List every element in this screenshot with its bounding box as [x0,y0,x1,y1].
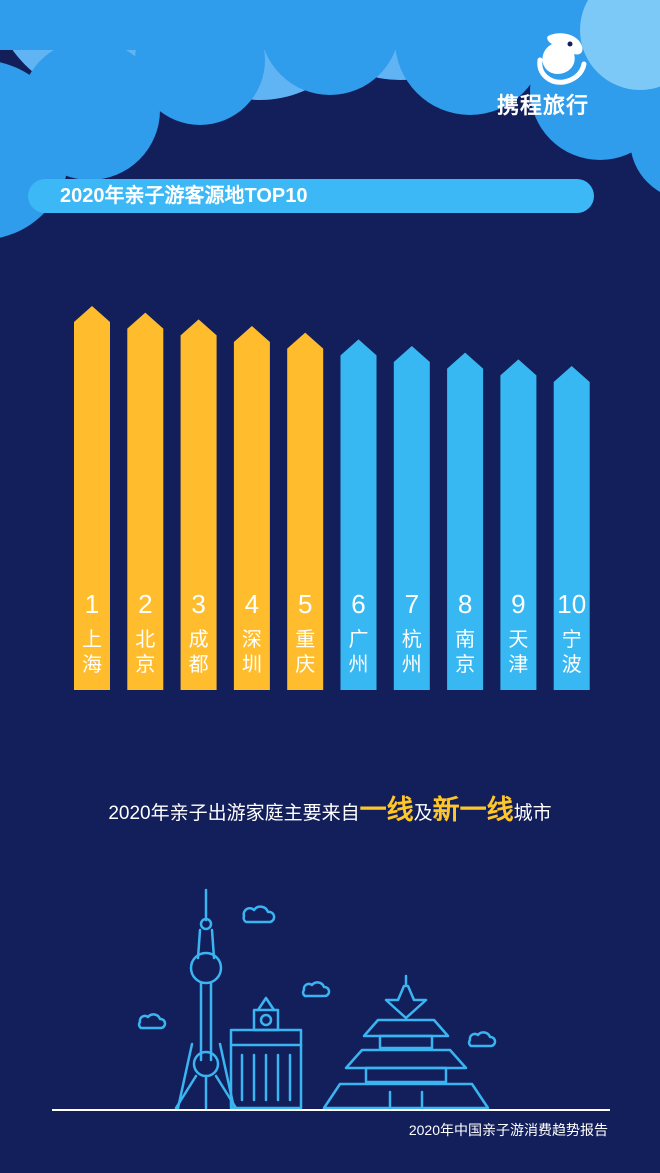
bar-shape [233,326,270,690]
bar-9: 9 天津 [500,359,537,690]
bar-city-label: 京 [135,652,155,676]
bar-city-label: 都 [189,652,209,676]
bar-city-label: 重 [295,627,315,651]
bar-city-label: 天 [508,627,528,651]
bar-city-label: 波 [562,652,582,676]
bar-city-label: 广 [349,627,369,651]
bar-shape [500,359,537,690]
bar-rank-label: 8 [458,589,472,619]
bar-5: 5 重庆 [287,332,324,690]
bar-shape [553,366,590,690]
bar-city-label: 京 [455,652,475,676]
bar-shape [447,352,484,690]
bar-shape [74,306,110,690]
bar-city-label: 宁 [562,627,582,651]
bar-shape [340,339,377,690]
bar-3: 3 成都 [180,319,217,690]
bar-rank-label: 2 [138,589,152,619]
bar-4: 4 深圳 [233,326,270,690]
headline-text: 2020年亲子出游家庭主要来自 [108,803,360,824]
bar-shape [127,312,164,690]
bar-rank-label: 10 [557,589,586,619]
ground-line [52,1109,610,1111]
bar-rank-label: 1 [85,589,99,619]
bar-shape [180,319,217,690]
ctrip-dolphin-logo-icon [537,33,587,85]
bar-10: 10 宁波 [553,366,590,690]
bar-city-label: 圳 [242,652,262,676]
bar-city-label: 北 [135,627,155,651]
bar-city-label: 州 [349,652,369,676]
headline-emphasis-tier1: 一线 [359,795,414,825]
source-note: 2020年中国亲子游消费趋势报告 [408,1122,608,1138]
headline-text-connector: 及 [413,803,433,824]
cloud-decoration [0,0,660,238]
bar-rank-label: 9 [511,589,525,619]
bar-shape [287,332,324,690]
bar-rank-label: 3 [191,589,205,619]
headline-text-suffix: 城市 [513,803,552,824]
headline-emphasis-new-tier1: 新一线 [432,795,514,825]
bar-2: 2 北京 [127,312,164,690]
bar-6: 6 广州 [340,339,377,690]
bar-rank-label: 4 [245,589,259,619]
bar-city-label: 津 [508,652,528,676]
bar-city-label: 上 [82,627,102,651]
city-skyline-illustration [137,888,497,1110]
bar-rank-label: 6 [351,589,365,619]
brand-name: 携程旅行 [497,93,590,118]
headline: 2020年亲子出游家庭主要来自一线及新一线城市 [0,788,660,827]
bar-rank-label: 7 [405,589,419,619]
bar-city-label: 州 [402,652,422,676]
bar-city-label: 杭 [402,627,422,651]
bar-city-label: 成 [189,627,209,651]
bar-7: 7 杭州 [393,346,430,690]
bar-city-label: 海 [82,652,102,676]
bar-1: 1 上海 [74,306,110,690]
chart-title: 2020年亲子游客源地TOP10 [60,185,308,207]
bar-city-label: 庆 [295,652,315,676]
bar-city-label: 深 [242,627,262,651]
title-bar [28,179,594,213]
bar-rank-label: 5 [298,589,312,619]
bar-8: 8 南京 [447,352,484,690]
bar-shape [393,346,430,690]
bar-city-label: 南 [455,627,475,651]
